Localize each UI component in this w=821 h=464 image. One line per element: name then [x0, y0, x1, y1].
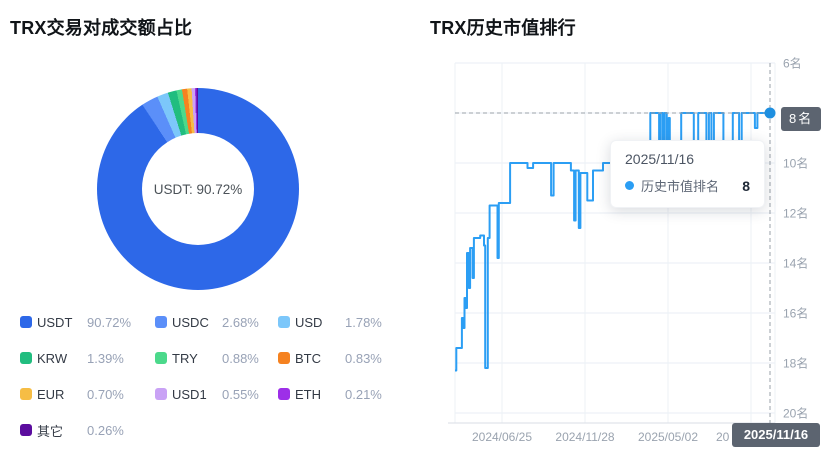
legend-label: 其它: [37, 423, 64, 439]
x-axis-tick: 2025/05/02: [637, 430, 699, 444]
legend-label: USD1: [172, 386, 207, 402]
legend-swatch-icon: [278, 316, 290, 328]
series-dot-icon: [625, 181, 634, 190]
pie-legend: USDT 90.72% USDC 2.68% USD 1.78% KRW 1.39% TRY 0.…: [20, 314, 410, 439]
legend-item-eth[interactable]: ETH 0.21%: [278, 386, 410, 402]
y-axis-tick: 16名: [783, 306, 809, 321]
line-chart-title: TRX历史市值排行: [430, 18, 576, 38]
tooltip-series-label: 历史市值排名: [641, 179, 720, 194]
legend-label: USDT: [37, 314, 73, 330]
y-axis-tick: 10名: [783, 156, 809, 171]
y-axis-tick: 20名: [783, 406, 809, 421]
x-axis-tick: 2024/06/25: [471, 430, 533, 444]
legend-value: 0.70%: [87, 386, 124, 402]
x-axis-tick: 2024/11/28: [555, 430, 615, 444]
legend-item-btc[interactable]: BTC 0.83%: [278, 350, 410, 366]
legend-swatch-icon: [20, 388, 32, 400]
legend-swatch-icon: [20, 316, 32, 328]
y-axis-tick: 18名: [783, 356, 809, 371]
x-axis-tick: 20: [716, 430, 730, 444]
y-axis-pointer-badge: 8名: [781, 107, 821, 131]
tooltip-date: 2025/11/16: [625, 151, 695, 167]
legend-value: 90.72%: [87, 314, 132, 330]
legend-swatch-icon: [278, 352, 290, 364]
legend-label: BTC: [295, 350, 321, 366]
y-axis-tick: 14名: [783, 256, 809, 271]
legend-label: ETH: [295, 386, 321, 402]
highlighted-point[interactable]: [764, 107, 776, 119]
legend-item-其它[interactable]: 其它 0.26%: [20, 422, 155, 439]
donut-center: USDT: 90.72%: [142, 133, 254, 245]
legend-item-try[interactable]: TRY 0.88%: [155, 350, 278, 366]
pie-chart-title: TRX交易对成交额占比: [10, 18, 193, 38]
rank-line-chart[interactable]: 6名 8名 10名 12名 14名 16名 18名 20名 2024/06/25 2024/11…: [430, 40, 821, 464]
x-axis-pointer-badge: 2025/11/16: [732, 423, 820, 447]
legend-label: TRY: [172, 350, 198, 366]
y-axis-tick: 6名: [783, 56, 802, 71]
legend-swatch-icon: [278, 388, 290, 400]
line-plot[interactable]: [430, 40, 821, 464]
legend-item-usd[interactable]: USD 1.78%: [278, 314, 410, 330]
legend-item-usdc[interactable]: USDC 2.68%: [155, 314, 278, 330]
legend-item-krw[interactable]: KRW 1.39%: [20, 350, 155, 366]
legend-label: USD: [295, 314, 323, 330]
legend-value: 0.26%: [87, 422, 124, 438]
legend-swatch-icon: [155, 316, 167, 328]
tooltip-value: 8: [742, 177, 750, 194]
legend-swatch-icon: [20, 352, 32, 364]
legend-swatch-icon: [20, 424, 32, 436]
legend-swatch-icon: [155, 388, 167, 400]
tooltip-series-row: 历史市值排名 8: [625, 176, 750, 195]
legend-label: USDC: [172, 314, 209, 330]
tooltip: 2025/11/16 历史市值排名 8: [610, 140, 765, 208]
legend-value: 0.88%: [222, 350, 259, 366]
donut-chart[interactable]: USDT: 90.72%: [97, 88, 299, 290]
donut-center-label: USDT: 90.72%: [153, 181, 243, 197]
legend-value: 1.78%: [345, 314, 382, 330]
legend-item-usd1[interactable]: USD1 0.55%: [155, 386, 278, 402]
legend-value: 2.68%: [222, 314, 259, 330]
legend-value: 0.83%: [345, 350, 382, 366]
legend-item-usdt[interactable]: USDT 90.72%: [20, 314, 155, 330]
legend-label: KRW: [37, 350, 68, 366]
legend-value: 1.39%: [87, 350, 124, 366]
legend-item-eur[interactable]: EUR 0.70%: [20, 386, 155, 402]
y-axis-tick: 12名: [783, 206, 809, 221]
legend-swatch-icon: [155, 352, 167, 364]
legend-label: EUR: [37, 386, 65, 402]
legend-value: 0.55%: [222, 386, 259, 402]
legend-value: 0.21%: [345, 386, 382, 402]
